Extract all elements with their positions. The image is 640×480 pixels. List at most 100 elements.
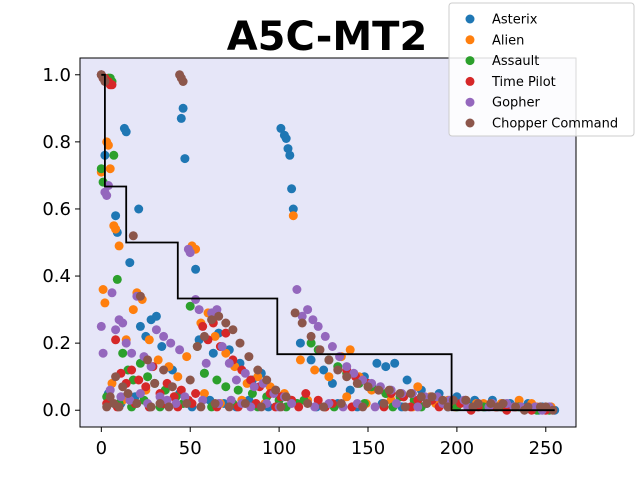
data-point	[116, 392, 126, 402]
data-point	[208, 348, 218, 358]
y-tick-label: 0.6	[42, 199, 71, 220]
data-point	[493, 402, 503, 412]
x-tick-label: 100	[262, 438, 296, 459]
data-point	[372, 358, 382, 368]
data-point	[157, 342, 167, 351]
data-point	[379, 399, 389, 408]
data-point	[176, 385, 186, 395]
data-point	[327, 378, 337, 388]
data-point	[301, 389, 311, 398]
data-point	[249, 382, 259, 392]
data-point	[109, 150, 119, 160]
data-point	[150, 378, 160, 388]
data-point	[143, 372, 153, 382]
data-point	[102, 191, 112, 200]
legend-box	[448, 2, 635, 137]
data-point	[271, 385, 281, 395]
data-point	[111, 372, 121, 382]
data-point	[374, 385, 384, 395]
data-point	[199, 368, 209, 378]
data-point	[135, 291, 145, 301]
data-point	[143, 355, 153, 365]
x-tick-label: 200	[440, 438, 474, 459]
data-point	[290, 308, 300, 318]
data-point	[342, 392, 352, 402]
data-point	[166, 338, 176, 348]
data-point	[141, 382, 151, 392]
data-point	[153, 355, 163, 365]
legend-label: Chopper Command	[492, 117, 618, 132]
data-point	[262, 375, 272, 385]
data-point	[381, 362, 391, 372]
data-point	[308, 315, 318, 325]
data-point	[96, 321, 106, 331]
data-point	[107, 288, 117, 298]
data-point	[221, 318, 231, 328]
data-point	[384, 385, 394, 395]
data-point	[303, 305, 313, 315]
legend-marker	[465, 35, 475, 45]
data-point	[199, 331, 209, 341]
data-point	[370, 402, 380, 412]
data-point	[114, 241, 124, 251]
data-point	[247, 389, 257, 398]
data-point	[541, 402, 551, 412]
data-point	[159, 365, 169, 375]
x-tick-label: 50	[179, 438, 202, 459]
data-point	[363, 382, 373, 392]
data-point	[100, 298, 110, 308]
data-point	[196, 402, 206, 412]
data-point	[310, 402, 320, 412]
data-point	[240, 368, 250, 378]
data-point	[285, 150, 295, 160]
data-point	[324, 355, 334, 365]
data-point	[111, 335, 121, 345]
data-point	[151, 325, 161, 335]
data-point	[121, 338, 131, 348]
data-point	[146, 402, 156, 412]
legend-label: Alien	[492, 33, 524, 48]
x-tick-label: 150	[351, 438, 385, 459]
data-point	[175, 345, 185, 355]
data-point	[295, 338, 305, 348]
data-point	[358, 402, 368, 412]
data-point	[151, 311, 161, 321]
data-point	[235, 338, 245, 348]
data-point	[191, 264, 201, 274]
data-point	[231, 375, 241, 385]
data-point	[276, 402, 286, 412]
data-point	[111, 211, 121, 221]
data-point	[135, 389, 145, 398]
data-point	[201, 358, 211, 368]
y-tick-label: 0.8	[42, 132, 71, 153]
data-point	[276, 123, 286, 133]
data-point	[390, 358, 400, 368]
data-point	[413, 382, 423, 392]
step-line	[101, 73, 555, 412]
series-chopper-command	[96, 70, 558, 415]
data-point	[391, 399, 401, 408]
data-point	[198, 321, 208, 331]
data-point	[319, 365, 329, 375]
data-point	[313, 321, 323, 331]
data-point	[125, 258, 135, 268]
legend-label: Time Pilot	[491, 75, 556, 90]
data-point	[288, 211, 298, 221]
data-point	[102, 402, 112, 412]
data-point	[128, 305, 138, 315]
data-point	[406, 389, 416, 398]
data-point	[438, 395, 448, 405]
data-point	[182, 352, 192, 362]
data-point	[253, 365, 263, 375]
data-point	[182, 399, 192, 408]
data-point	[281, 392, 291, 402]
data-point	[221, 382, 231, 392]
legend-label: Assault	[492, 54, 539, 69]
y-tick-label: 0.0	[42, 400, 71, 421]
data-point	[287, 399, 297, 408]
data-point	[155, 399, 165, 408]
data-point	[352, 378, 362, 388]
data-point	[105, 392, 115, 402]
data-point	[185, 248, 195, 258]
